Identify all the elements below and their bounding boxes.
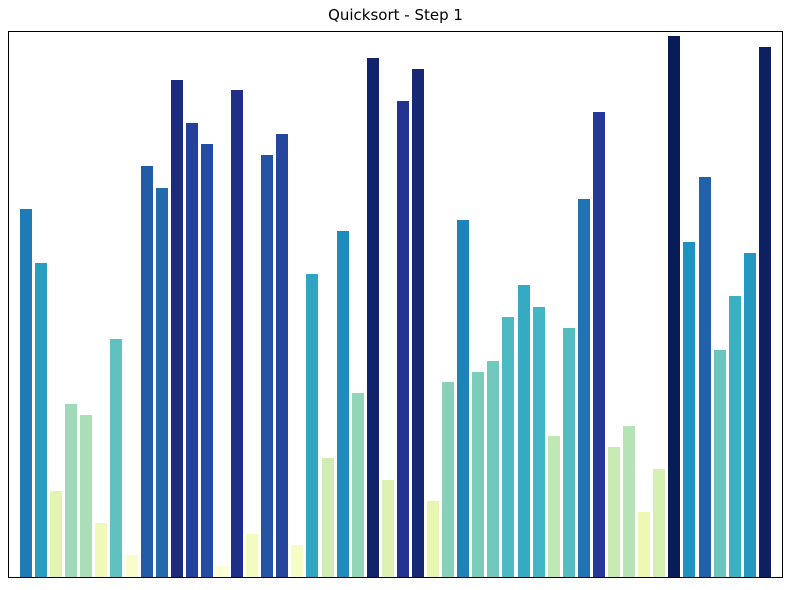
bar-27 <box>427 501 440 577</box>
bar-32 <box>502 317 515 577</box>
bar-34 <box>532 306 545 577</box>
bar-37 <box>577 198 590 577</box>
bar-20 <box>321 458 334 577</box>
plot-area <box>8 31 783 578</box>
bar-46 <box>713 349 726 577</box>
bar-42 <box>653 468 666 577</box>
bar-29 <box>457 220 470 577</box>
bar-49 <box>758 47 771 577</box>
bar-12 <box>200 144 213 577</box>
bar-18 <box>291 544 304 577</box>
bar-15 <box>246 533 259 577</box>
bar-24 <box>381 479 394 577</box>
bar-5 <box>95 522 108 577</box>
bar-21 <box>336 230 349 577</box>
bar-39 <box>608 447 621 577</box>
bar-8 <box>140 166 153 577</box>
bar-11 <box>185 122 198 577</box>
bar-0 <box>20 209 32 577</box>
bar-13 <box>216 566 228 577</box>
bar-38 <box>592 112 605 577</box>
chart-title: Quicksort - Step 1 <box>328 6 463 24</box>
bar-48 <box>743 252 756 577</box>
bar-23 <box>366 57 379 577</box>
bar-19 <box>306 274 319 577</box>
bar-22 <box>351 393 364 577</box>
bar-4 <box>80 414 93 577</box>
bar-6 <box>110 339 123 577</box>
bar-17 <box>276 133 289 577</box>
bar-9 <box>155 187 168 577</box>
bar-36 <box>562 328 575 577</box>
bar-1 <box>35 263 48 577</box>
bar-3 <box>65 403 78 577</box>
bar-10 <box>170 79 183 577</box>
bar-25 <box>396 101 409 577</box>
bar-43 <box>668 36 681 577</box>
bar-47 <box>728 295 741 577</box>
bar-31 <box>487 360 500 577</box>
bar-7 <box>125 555 138 577</box>
bar-28 <box>442 382 455 577</box>
bar-45 <box>698 176 711 577</box>
bar-41 <box>638 512 651 577</box>
bar-35 <box>547 436 560 577</box>
bar-26 <box>412 68 425 577</box>
bar-33 <box>517 285 530 577</box>
bar-30 <box>472 371 485 577</box>
bar-14 <box>231 90 244 577</box>
bar-40 <box>623 425 636 577</box>
bar-16 <box>261 155 274 577</box>
bar-2 <box>50 490 63 577</box>
bar-44 <box>683 241 696 577</box>
